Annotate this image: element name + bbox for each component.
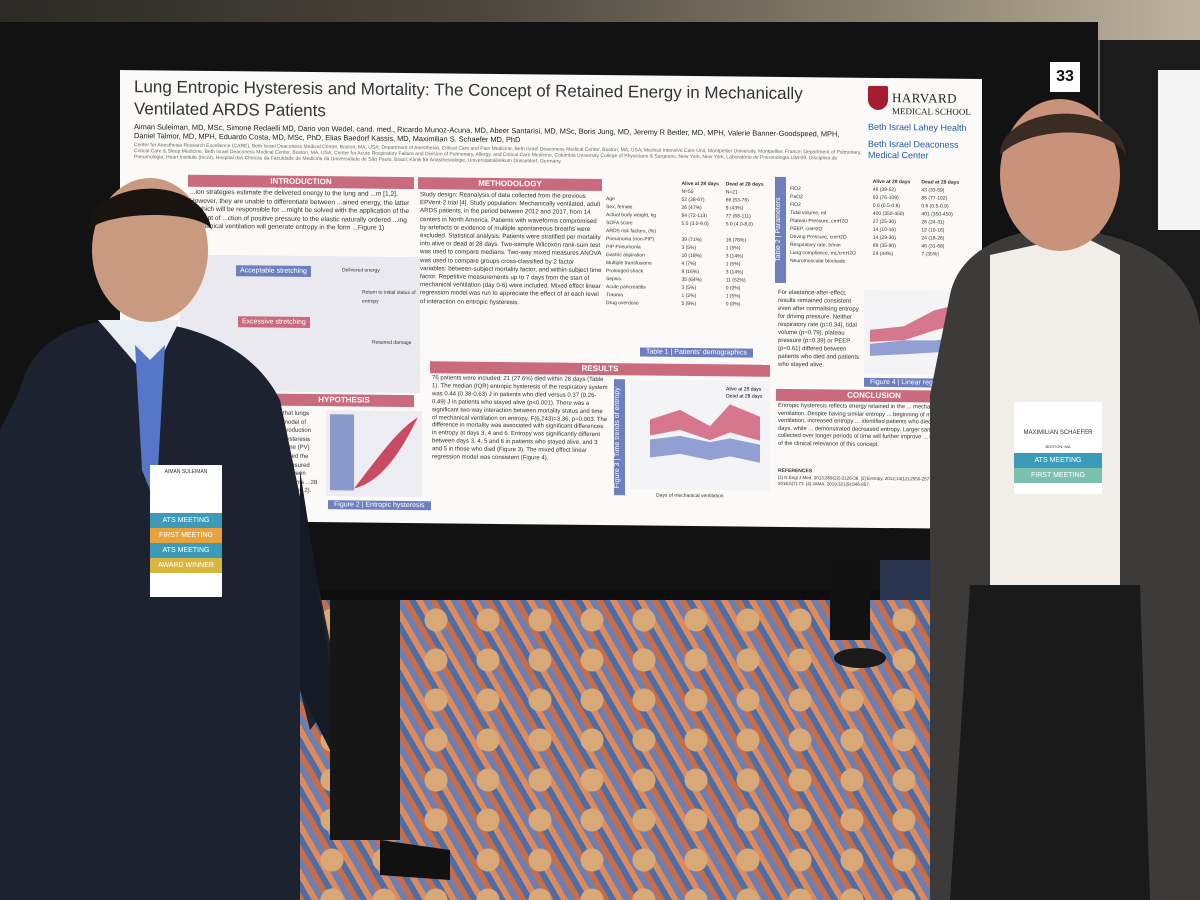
badge-right-ribbon-1: ATS MEETING <box>1014 453 1102 468</box>
badge-left-ribbon-1: ATS MEETING <box>150 513 222 528</box>
badge-left: AIMAN SULEIMAN ATS MEETING FIRST MEETING… <box>150 465 222 597</box>
adjacent-poster <box>1158 70 1200 230</box>
table1-cell: 5 (9%) <box>681 300 697 308</box>
presenter-left <box>0 178 340 900</box>
entropic-hysteresis-figure <box>326 410 422 498</box>
table2-cell <box>873 258 922 267</box>
table1: Alive at 28 days Dead at 28 days N=55 N=21 A… <box>606 179 770 309</box>
booth-number: 33 <box>1050 62 1080 92</box>
table2-cell: Neuromuscular blockade <box>790 258 846 265</box>
figure3-xlabel: Days of mechanical ventilation <box>656 492 724 500</box>
badge-right: MAXIMILIAN SCHAEFER BOSTON, MA ATS MEETI… <box>1014 402 1102 494</box>
methodology-text: Study design: Reanalysis of data collect… <box>420 191 602 306</box>
research-poster: Lung Entropic Hysteresis and Mortality: … <box>120 70 982 530</box>
return-label: Return to initial status of entropy <box>362 289 416 305</box>
presenter-right <box>930 99 1200 900</box>
retained-damage-label: Retained damage <box>372 339 412 347</box>
badge-left-ribbon-3: ATS MEETING <box>150 543 222 558</box>
table1-caption: Table 1 | Patients' demographics <box>640 347 753 358</box>
fig3-alive-band <box>650 435 760 463</box>
results-text: 76 patients were included: 21 (27.6%) di… <box>432 375 608 462</box>
table1-row: Drug overdose 5 (9%) 0 (0%) <box>606 299 770 309</box>
badge-left-ribbon-4: AWARD WINNER <box>150 558 222 573</box>
elastance-text: For elastance-after-effect, results rema… <box>778 289 860 369</box>
badge-right-name: MAXIMILIAN SCHAEFER <box>1023 430 1093 436</box>
fig3-dead-band <box>650 404 760 441</box>
badge-right-ribbon-2: FIRST MEETING <box>1014 468 1102 483</box>
badge-right-location: BOSTON, MA <box>1045 444 1071 449</box>
fig4-dead-band <box>870 302 964 342</box>
fig3-legend-alive: Alive at 28 days <box>726 386 762 392</box>
results-heading: RESULTS <box>430 361 770 377</box>
table2-label: Table 2 | Parameters <box>775 176 786 283</box>
badge-left-name: AIMAN SULEIMAN <box>164 469 208 475</box>
table1-cell: Drug overdose <box>606 300 639 307</box>
figure3-label: Figure 3 | Time trends of entropy <box>614 379 625 496</box>
table1-cell: 0 (0%) <box>725 301 741 308</box>
badge-left-ribbon-2: FIRST MEETING <box>150 528 222 543</box>
methodology-heading: METHODOLOGY <box>418 177 602 192</box>
harvard-shield-icon <box>868 85 888 111</box>
background-person-legs <box>330 600 450 880</box>
poster-title: Lung Entropic Hysteresis and Mortality: … <box>134 77 803 121</box>
fig3-legend-dead: Dead at 28 days <box>726 393 763 399</box>
